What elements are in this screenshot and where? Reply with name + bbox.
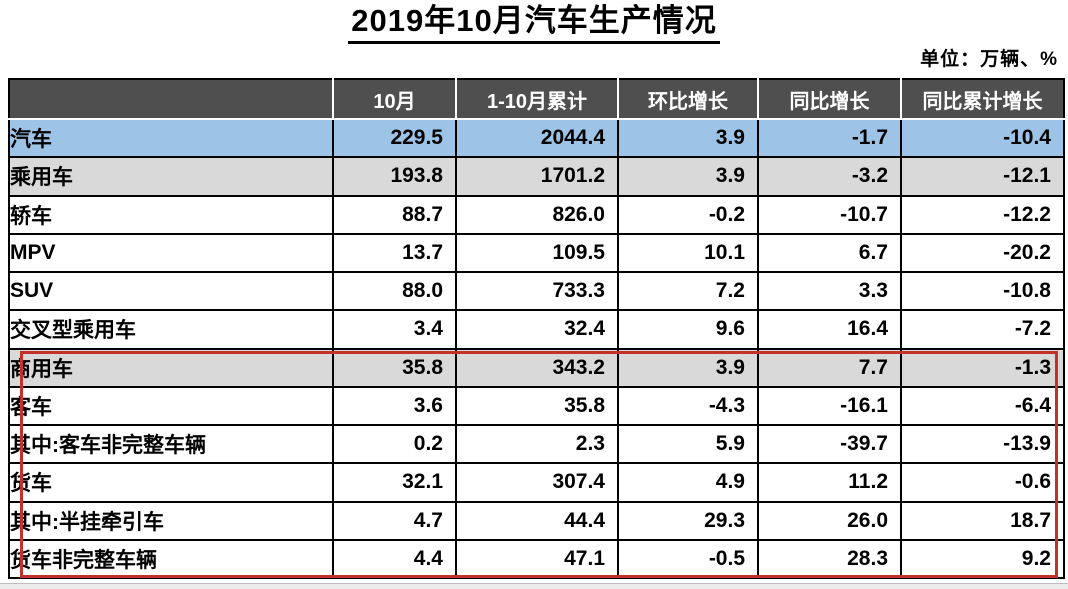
column-header: 同比增长 (757, 78, 902, 120)
cell-value: 9.6 (617, 309, 759, 350)
cell-value: 16.4 (757, 309, 902, 350)
cell-value: 3.9 (617, 117, 759, 159)
table-row: 商用车 35.8 343.2 3.9 7.7 -1.3 (8, 347, 1065, 388)
table-row: SUV 88.0 733.3 7.2 3.3 -10.8 (8, 270, 1065, 312)
row-label: 商用车 (8, 347, 334, 388)
cell-value: 7.7 (757, 347, 902, 388)
row-label: 其中:半挂牵引车 (8, 500, 334, 541)
row-label: 汽车 (8, 117, 334, 159)
cell-value: 3.3 (757, 270, 902, 312)
cell-value: -10.7 (757, 194, 902, 235)
title-area: 2019年10月汽车生产情况 (0, 3, 1068, 44)
cell-value: 4.9 (617, 462, 759, 503)
cell-value: 6.7 (757, 232, 902, 274)
cell-value: 4.4 (332, 538, 457, 580)
cell-value: 229.5 (332, 117, 457, 159)
row-label-column-header (8, 78, 334, 120)
cell-value: -39.7 (757, 423, 902, 465)
table-cutoff-strip (0, 583, 1068, 589)
cell-value: 5.9 (617, 423, 759, 465)
cell-value: 32.4 (455, 309, 619, 350)
cell-value: 7.2 (617, 270, 759, 312)
cell-value: 88.7 (332, 194, 457, 235)
table-row: 货车非完整车辆 4.4 47.1 -0.5 28.3 9.2 (8, 538, 1065, 580)
cell-value: -10.8 (900, 270, 1065, 312)
table-row: 其中:半挂牵引车 4.7 44.4 29.3 26.0 18.7 (8, 500, 1065, 541)
cell-value: 32.1 (332, 462, 457, 503)
row-label: 货车 (8, 462, 334, 503)
cell-value: -12.1 (900, 156, 1065, 197)
cell-value: 10.1 (617, 232, 759, 274)
table-header-row: 10月 1-10月累计 环比增长 同比增长 同比累计增长 (8, 78, 1065, 120)
cell-value: 307.4 (455, 462, 619, 503)
column-header: 1-10月累计 (455, 78, 619, 120)
cell-value: 11.2 (757, 462, 902, 503)
column-header: 环比增长 (617, 78, 759, 120)
row-label: MPV (8, 232, 334, 274)
cell-value: 18.7 (900, 500, 1065, 541)
cell-value: -0.2 (617, 194, 759, 235)
cell-value: -12.2 (900, 194, 1065, 235)
cell-value: 343.2 (455, 347, 619, 388)
cell-value: 26.0 (757, 500, 902, 541)
cell-value: -0.5 (617, 538, 759, 580)
cell-value: 109.5 (455, 232, 619, 274)
cell-value: 9.2 (900, 538, 1065, 580)
table-row: MPV 13.7 109.5 10.1 6.7 -20.2 (8, 232, 1065, 274)
cell-value: 1701.2 (455, 156, 619, 197)
cell-value: -10.4 (900, 117, 1065, 159)
cell-value: 733.3 (455, 270, 619, 312)
row-label: 轿车 (8, 194, 334, 235)
table-row: 交叉型乘用车 3.4 32.4 9.6 16.4 -7.2 (8, 309, 1065, 350)
cell-value: 2.3 (455, 423, 619, 465)
row-label: 交叉型乘用车 (8, 309, 334, 350)
cell-value: -4.3 (617, 385, 759, 427)
cell-value: 28.3 (757, 538, 902, 580)
cell-value: -13.9 (900, 423, 1065, 465)
cell-value: 29.3 (617, 500, 759, 541)
table-row: 乘用车 193.8 1701.2 3.9 -3.2 -12.1 (8, 156, 1065, 197)
table-row: 汽车 229.5 2044.4 3.9 -1.7 -10.4 (8, 117, 1065, 159)
table-row: 其中:客车非完整车辆 0.2 2.3 5.9 -39.7 -13.9 (8, 423, 1065, 465)
cell-value: 4.7 (332, 500, 457, 541)
cell-value: 3.9 (617, 156, 759, 197)
cell-value: -6.4 (900, 385, 1065, 427)
row-label: 乘用车 (8, 156, 334, 197)
cell-value: 47.1 (455, 538, 619, 580)
cell-value: -3.2 (757, 156, 902, 197)
row-label: SUV (8, 270, 334, 312)
unit-note: 单位：万辆、% (920, 49, 1058, 70)
cell-value: 13.7 (332, 232, 457, 274)
cell-value: -20.2 (900, 232, 1065, 274)
cell-value: 2044.4 (455, 117, 619, 159)
cell-value: -1.7 (757, 117, 902, 159)
cell-value: -7.2 (900, 309, 1065, 350)
column-header: 10月 (332, 78, 457, 120)
cell-value: 826.0 (455, 194, 619, 235)
cell-value: 3.9 (617, 347, 759, 388)
column-header: 同比累计增长 (900, 78, 1065, 120)
cell-value: -0.6 (900, 462, 1065, 503)
table-row: 轿车 88.7 826.0 -0.2 -10.7 -12.2 (8, 194, 1065, 235)
row-label: 其中:客车非完整车辆 (8, 423, 334, 465)
cell-value: 3.6 (332, 385, 457, 427)
page-title: 2019年10月汽车生产情况 (348, 3, 720, 44)
cell-value: 35.8 (332, 347, 457, 388)
cell-value: 3.4 (332, 309, 457, 350)
row-label: 客车 (8, 385, 334, 427)
cell-value: 0.2 (332, 423, 457, 465)
cell-value: 35.8 (455, 385, 619, 427)
cell-value: -16.1 (757, 385, 902, 427)
cell-value: 193.8 (332, 156, 457, 197)
table-row: 货车 32.1 307.4 4.9 11.2 -0.6 (8, 462, 1065, 503)
cell-value: 44.4 (455, 500, 619, 541)
cell-value: 88.0 (332, 270, 457, 312)
cell-value: -1.3 (900, 347, 1065, 388)
production-table: 10月 1-10月累计 环比增长 同比增长 同比累计增长 汽车 229.5 2044.4 3.… (8, 78, 1065, 580)
table-row: 客车 3.6 35.8 -4.3 -16.1 -6.4 (8, 385, 1065, 427)
row-label: 货车非完整车辆 (8, 538, 334, 580)
